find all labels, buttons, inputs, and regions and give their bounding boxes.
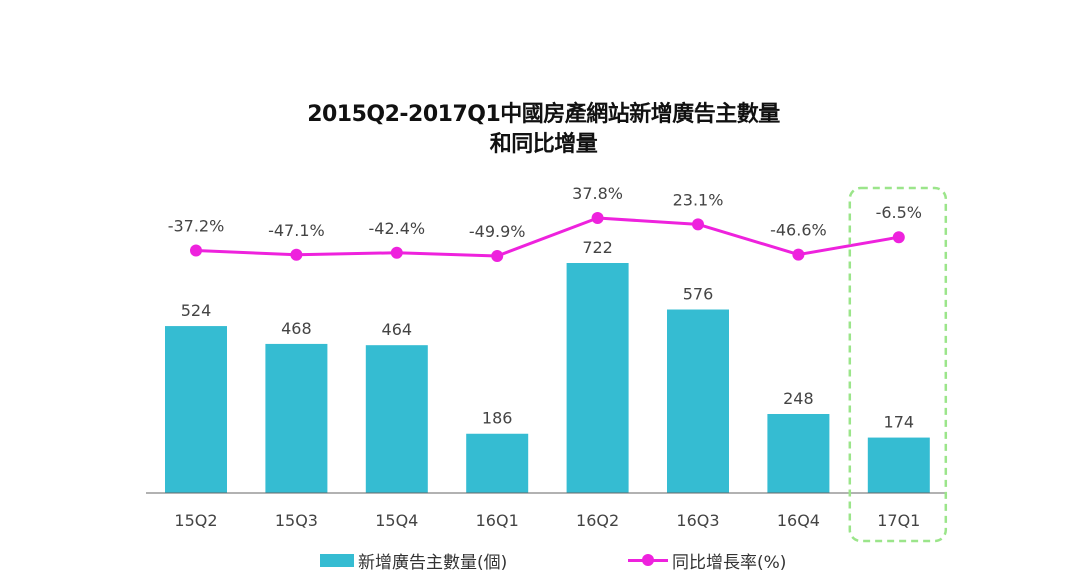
bar-swatch-icon bbox=[320, 553, 354, 567]
bar-value-label-16Q4: 248 bbox=[783, 389, 814, 408]
bar-value-label-15Q4: 464 bbox=[382, 320, 413, 339]
line-value-label-16Q1: -49.9% bbox=[469, 222, 526, 241]
x-tick-label-15Q2: 15Q2 bbox=[174, 511, 217, 530]
bar-value-label-16Q1: 186 bbox=[482, 409, 513, 428]
line-point-16Q3 bbox=[692, 218, 704, 231]
legend-bar-label: 新增廣告主數量(個) bbox=[358, 552, 508, 573]
line-value-label-15Q2: -37.2% bbox=[168, 216, 225, 235]
x-tick-label-16Q4: 16Q4 bbox=[777, 511, 820, 530]
highlight-box-17Q1 bbox=[848, 186, 948, 543]
line-value-label-16Q2: 37.8% bbox=[572, 184, 623, 203]
bar-15Q3 bbox=[265, 343, 328, 493]
bar-value-label-15Q3: 468 bbox=[281, 319, 312, 338]
line-value-label-15Q3: -47.1% bbox=[268, 221, 325, 240]
legend-item-line: 同比增長率(%) bbox=[628, 548, 787, 573]
x-tick-label-16Q3: 16Q3 bbox=[676, 511, 719, 530]
legend-line-label: 同比增長率(%) bbox=[672, 552, 787, 573]
line-point-16Q4 bbox=[792, 248, 805, 261]
line-point-15Q3 bbox=[290, 248, 303, 261]
line-point-16Q2 bbox=[591, 212, 604, 224]
line-value-label-16Q3: 23.1% bbox=[673, 190, 724, 209]
bar-value-label-16Q2: 722 bbox=[582, 238, 613, 257]
line-point-15Q2 bbox=[190, 244, 202, 257]
line-value-label-17Q1: -6.5% bbox=[876, 203, 922, 222]
x-tick-label-16Q2: 16Q2 bbox=[576, 511, 619, 530]
bar-15Q2 bbox=[165, 326, 227, 493]
bar-16Q3 bbox=[667, 309, 729, 493]
legend-item-bar: 新增廣告主數量(個) bbox=[320, 548, 508, 573]
bar-16Q1 bbox=[466, 433, 529, 493]
chart-title-line-2: 和同比增量 bbox=[489, 132, 598, 157]
chart-title-line-1: 2015Q2-2017Q1中國房產網站新增廣告主數量 bbox=[307, 102, 780, 127]
line-point-17Q1 bbox=[892, 231, 905, 244]
line-value-label-15Q4: -42.4% bbox=[368, 219, 425, 238]
bar-15Q4 bbox=[365, 345, 428, 493]
x-tick-label-16Q1: 16Q1 bbox=[476, 511, 519, 530]
x-tick-label-17Q1: 17Q1 bbox=[877, 511, 920, 530]
line-growth-rate bbox=[195, 216, 900, 258]
bar-16Q2 bbox=[566, 263, 629, 493]
x-tick-label-15Q4: 15Q4 bbox=[375, 511, 418, 530]
bar-value-label-17Q1: 174 bbox=[884, 413, 915, 432]
bar-16Q4 bbox=[767, 413, 830, 493]
line-value-label-16Q4: -46.6% bbox=[770, 221, 827, 240]
bar-value-label-15Q2: 524 bbox=[181, 301, 212, 320]
bar-17Q1 bbox=[867, 437, 930, 493]
x-tick-label-15Q3: 15Q3 bbox=[275, 511, 318, 530]
line-marker-swatch-icon bbox=[628, 554, 668, 566]
bar-value-label-16Q3: 576 bbox=[683, 285, 714, 304]
line-point-16Q1 bbox=[491, 250, 504, 262]
line-point-15Q4 bbox=[390, 246, 403, 259]
